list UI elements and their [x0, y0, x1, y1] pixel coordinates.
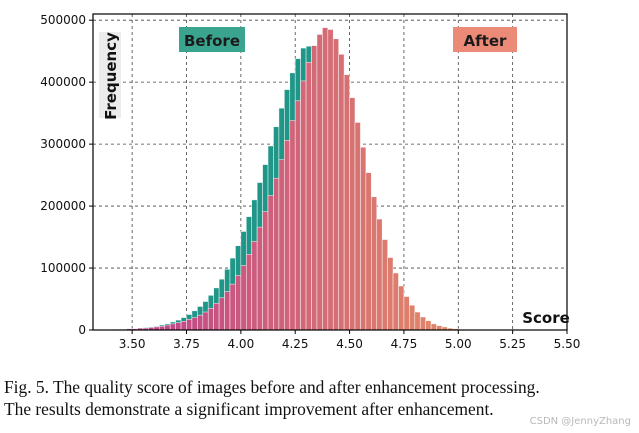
histogram-bar-after: [425, 320, 432, 331]
histogram-bar-after: [360, 146, 367, 331]
y-tick-label: 500000: [40, 13, 86, 27]
after-series: [110, 27, 470, 331]
histogram-bar-after: [305, 62, 312, 331]
histogram-bar-after: [191, 317, 198, 331]
histogram-bar-after: [436, 325, 443, 331]
axes: 3.50 3.75 4.00 4.25 4.50 4.75 5.00 5.25 5.50 0 100…: [40, 13, 580, 351]
legend-after: After: [464, 32, 507, 50]
histogram-chart: 3.50 3.75 4.00 4.25 4.50 4.75 5.00 5.25 5.50 0 100…: [40, 13, 580, 351]
x-tick-label: 5.25: [499, 337, 526, 351]
histogram-bar-after: [164, 324, 171, 331]
y-tick-label: 100000: [40, 261, 86, 275]
histogram-bar-after: [202, 311, 209, 331]
histogram-bar-after: [349, 97, 356, 331]
histogram-bar-after: [180, 321, 187, 331]
histogram-bar-after: [376, 218, 383, 331]
histogram-bar-after: [343, 74, 350, 331]
histogram-bar-after: [224, 291, 231, 331]
x-tick-label: 4.50: [336, 337, 363, 351]
histogram-bar-after: [251, 241, 258, 331]
histogram-bar-after: [419, 316, 426, 331]
histogram-bar-after: [409, 304, 416, 331]
histogram-bar-after: [392, 272, 399, 331]
figure-caption: Fig. 5. The quality score of images befo…: [4, 376, 636, 420]
histogram-bar-after: [371, 196, 378, 331]
histogram-bar-after: [240, 265, 247, 331]
histogram-bar-after: [381, 239, 388, 331]
ylabel-box: [99, 32, 121, 118]
histogram-bar-after: [322, 27, 329, 331]
histogram-bar-after: [284, 140, 291, 331]
histogram-bar-after: [365, 172, 372, 331]
histogram-bar-after: [235, 275, 242, 331]
legend-before: Before: [184, 32, 240, 50]
histogram-bar-after: [175, 322, 182, 331]
chart-labels: Before After Frequency Score: [99, 27, 570, 327]
histogram-bar-after: [332, 38, 339, 331]
histogram-bar-after: [398, 285, 405, 331]
histogram-bar-after: [273, 177, 280, 331]
histogram-bar-after: [218, 297, 225, 331]
histogram-bar-after: [430, 323, 437, 331]
histogram-bar-after: [256, 226, 263, 331]
y-tick-label: 400000: [40, 75, 86, 89]
histogram-bar-after: [207, 308, 214, 331]
histogram-bar-after: [289, 120, 296, 331]
histogram-bar-after: [294, 100, 301, 331]
histogram-bar-after: [186, 319, 193, 331]
watermark: CSDN @JennyZhang: [529, 416, 631, 427]
histogram-bar-after: [327, 29, 334, 331]
histogram-bar-after: [414, 311, 421, 331]
x-tick-label: 3.50: [119, 337, 146, 351]
x-tick-label: 3.75: [173, 337, 200, 351]
histogram-bar-after: [300, 80, 307, 331]
histogram-bar-after: [245, 254, 253, 331]
histogram-bar-after: [403, 296, 410, 331]
histogram-bar-after: [262, 211, 269, 331]
x-tick-label: 5.50: [554, 337, 581, 351]
histogram-bar-after: [267, 195, 274, 331]
x-tick-label: 4.75: [391, 337, 418, 351]
x-tick-label: 4.25: [282, 337, 309, 351]
histogram-bar-after: [311, 45, 318, 331]
y-tick-label: 0: [78, 323, 86, 337]
x-axis-label: Score: [522, 309, 570, 327]
histogram-bar-after: [278, 159, 285, 331]
histogram-bar-after: [354, 122, 361, 331]
y-axis-label: Frequency: [102, 32, 120, 120]
x-tick-label: 4.00: [227, 337, 254, 351]
histogram-bar-after: [316, 34, 323, 331]
before-label-box: [179, 27, 245, 52]
caption-line-2: The results demonstrate a significant im…: [4, 399, 494, 419]
plot-frame: [92, 13, 568, 331]
after-label-box: [453, 27, 517, 52]
histogram-bar-after: [387, 257, 394, 331]
caption-line-1: Fig. 5. The quality score of images befo…: [4, 377, 540, 397]
histogram-bar-after: [169, 323, 176, 331]
histogram-bar-after: [197, 314, 204, 331]
histogram-bar-after: [213, 303, 220, 331]
y-tick-label: 300000: [40, 137, 86, 151]
histogram-bar-after: [338, 53, 345, 331]
y-tick-label: 200000: [40, 199, 86, 213]
x-tick-label: 5.00: [445, 337, 472, 351]
histogram-bar-after: [229, 283, 236, 331]
histogram-svg: 3.50 3.75 4.00 4.25 4.50 4.75 5.00 5.25 5.50 0 100…: [40, 13, 580, 351]
